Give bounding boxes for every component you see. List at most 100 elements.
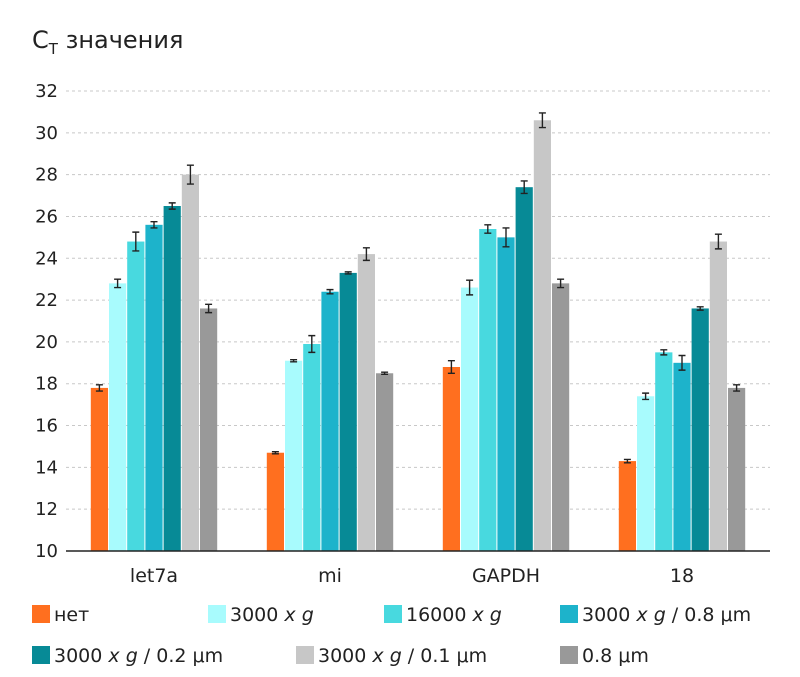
legend-swatch [384, 605, 402, 623]
bar [321, 291, 339, 551]
error-bar [447, 360, 455, 374]
legend-label: 3000 x g / 0.8 μm [582, 604, 751, 626]
legend-label-part: x g [371, 645, 401, 667]
bar [127, 241, 145, 551]
legend-label-part: / 0.1 μm [402, 645, 487, 667]
error-bar [696, 306, 704, 311]
x-category-label: mi [318, 565, 342, 587]
bar [285, 360, 303, 551]
bar [181, 174, 199, 552]
y-tick-label: 30 [35, 123, 58, 144]
legend-item: 3000 x g / 0.8 μm [560, 604, 751, 626]
legend-label-part: 3000 [230, 604, 284, 626]
legend-label: 0.8 μm [582, 645, 649, 667]
bar [442, 367, 460, 551]
error-bar [326, 288, 334, 295]
legend-item: 16000 x g [384, 604, 502, 626]
error-bar [642, 392, 650, 401]
error-bar [344, 271, 352, 275]
bars [90, 120, 746, 552]
legend-label-part: 16000 [406, 604, 472, 626]
legend-label-part: 3000 [318, 645, 372, 667]
bar [303, 344, 321, 551]
bar [533, 120, 551, 551]
bar [515, 187, 533, 551]
bar [618, 461, 636, 551]
legend-swatch [32, 605, 50, 623]
bar [200, 308, 218, 551]
legend-label: 3000 x g / 0.1 μm [318, 645, 487, 667]
error-bar [381, 371, 389, 376]
legend-label-part: x g [107, 645, 137, 667]
error-bar [114, 278, 122, 289]
chart-title-subscript: T [48, 40, 59, 58]
bar [461, 287, 479, 551]
y-tick-label: 12 [35, 499, 58, 520]
error-bar [714, 233, 722, 250]
y-tick-label: 16 [35, 416, 58, 437]
y-tick-label: 18 [35, 374, 58, 395]
bar [655, 352, 673, 551]
error-bars [95, 112, 741, 464]
error-bar [557, 278, 565, 289]
y-tick-label: 20 [35, 332, 58, 353]
error-bar [733, 384, 741, 392]
error-bar [678, 354, 686, 371]
legend: нет 3000 x g 16000 x g 3000 x g / 0.8 μm300… [32, 604, 751, 667]
bar [728, 387, 746, 551]
error-bar [502, 227, 510, 248]
bar [163, 206, 181, 551]
error-bar [290, 358, 298, 363]
error-bar [623, 458, 631, 464]
bar [497, 237, 515, 551]
legend-label-part: 3000 [54, 645, 108, 667]
x-axis-categories: let7a mi GAPDH 18 [130, 565, 694, 587]
legend-label-part: 3000 [582, 604, 636, 626]
x-category-label: GAPDH [472, 565, 540, 587]
y-tick-label: 32 [35, 81, 58, 102]
error-bar [466, 279, 474, 296]
y-tick-label: 10 [35, 541, 58, 562]
legend-item: 3000 x g [208, 604, 314, 626]
error-bar [520, 180, 528, 195]
error-bar [484, 224, 492, 234]
legend-label: нет [54, 604, 89, 626]
y-axis-ticks: 10 12 14 16 18 20 22 24 26 28 30 32 [35, 81, 58, 562]
bar [376, 373, 394, 551]
error-bar [308, 334, 316, 354]
error-bar [150, 220, 158, 229]
legend-label-part: x g [283, 604, 313, 626]
error-bar [95, 384, 103, 392]
legend-label-part: нет [54, 604, 89, 626]
error-bar [271, 450, 279, 455]
error-bar [132, 231, 140, 252]
chart-title-main: C [32, 26, 49, 54]
error-bar [186, 164, 194, 185]
chart-title: CT значения [32, 26, 183, 58]
error-bar [205, 303, 213, 314]
y-tick-label: 14 [35, 457, 58, 478]
legend-label-part: / 0.8 μm [666, 604, 751, 626]
chart-title-rest: значения [58, 26, 183, 54]
bar [691, 308, 709, 551]
bar [637, 396, 655, 551]
legend-label-part: / 0.2 μm [138, 645, 223, 667]
bar [673, 362, 691, 551]
error-bar [362, 247, 370, 262]
error-bar [660, 349, 668, 356]
legend-item: нет [32, 604, 89, 626]
y-tick-label: 28 [35, 165, 58, 186]
legend-label: 16000 x g [406, 604, 502, 626]
error-bar [168, 202, 176, 210]
y-tick-label: 24 [35, 248, 58, 269]
bar [339, 272, 357, 551]
legend-swatch [560, 646, 578, 664]
bar [109, 283, 127, 551]
legend-swatch [560, 605, 578, 623]
y-tick-label: 22 [35, 290, 58, 311]
legend-label: 3000 x g / 0.2 μm [54, 645, 223, 667]
legend-item: 3000 x g / 0.2 μm [32, 645, 223, 667]
bar [479, 229, 497, 551]
bar [709, 241, 727, 551]
